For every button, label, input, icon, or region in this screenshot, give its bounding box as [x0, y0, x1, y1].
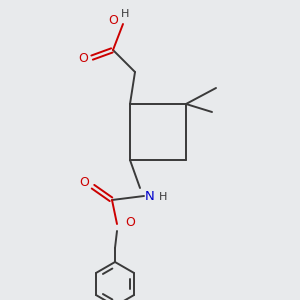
Text: N: N — [145, 190, 155, 203]
Text: O: O — [79, 176, 89, 188]
Text: H: H — [159, 192, 167, 202]
Text: O: O — [125, 215, 135, 229]
Text: H: H — [121, 9, 129, 19]
Text: O: O — [108, 14, 118, 28]
Text: O: O — [78, 52, 88, 64]
